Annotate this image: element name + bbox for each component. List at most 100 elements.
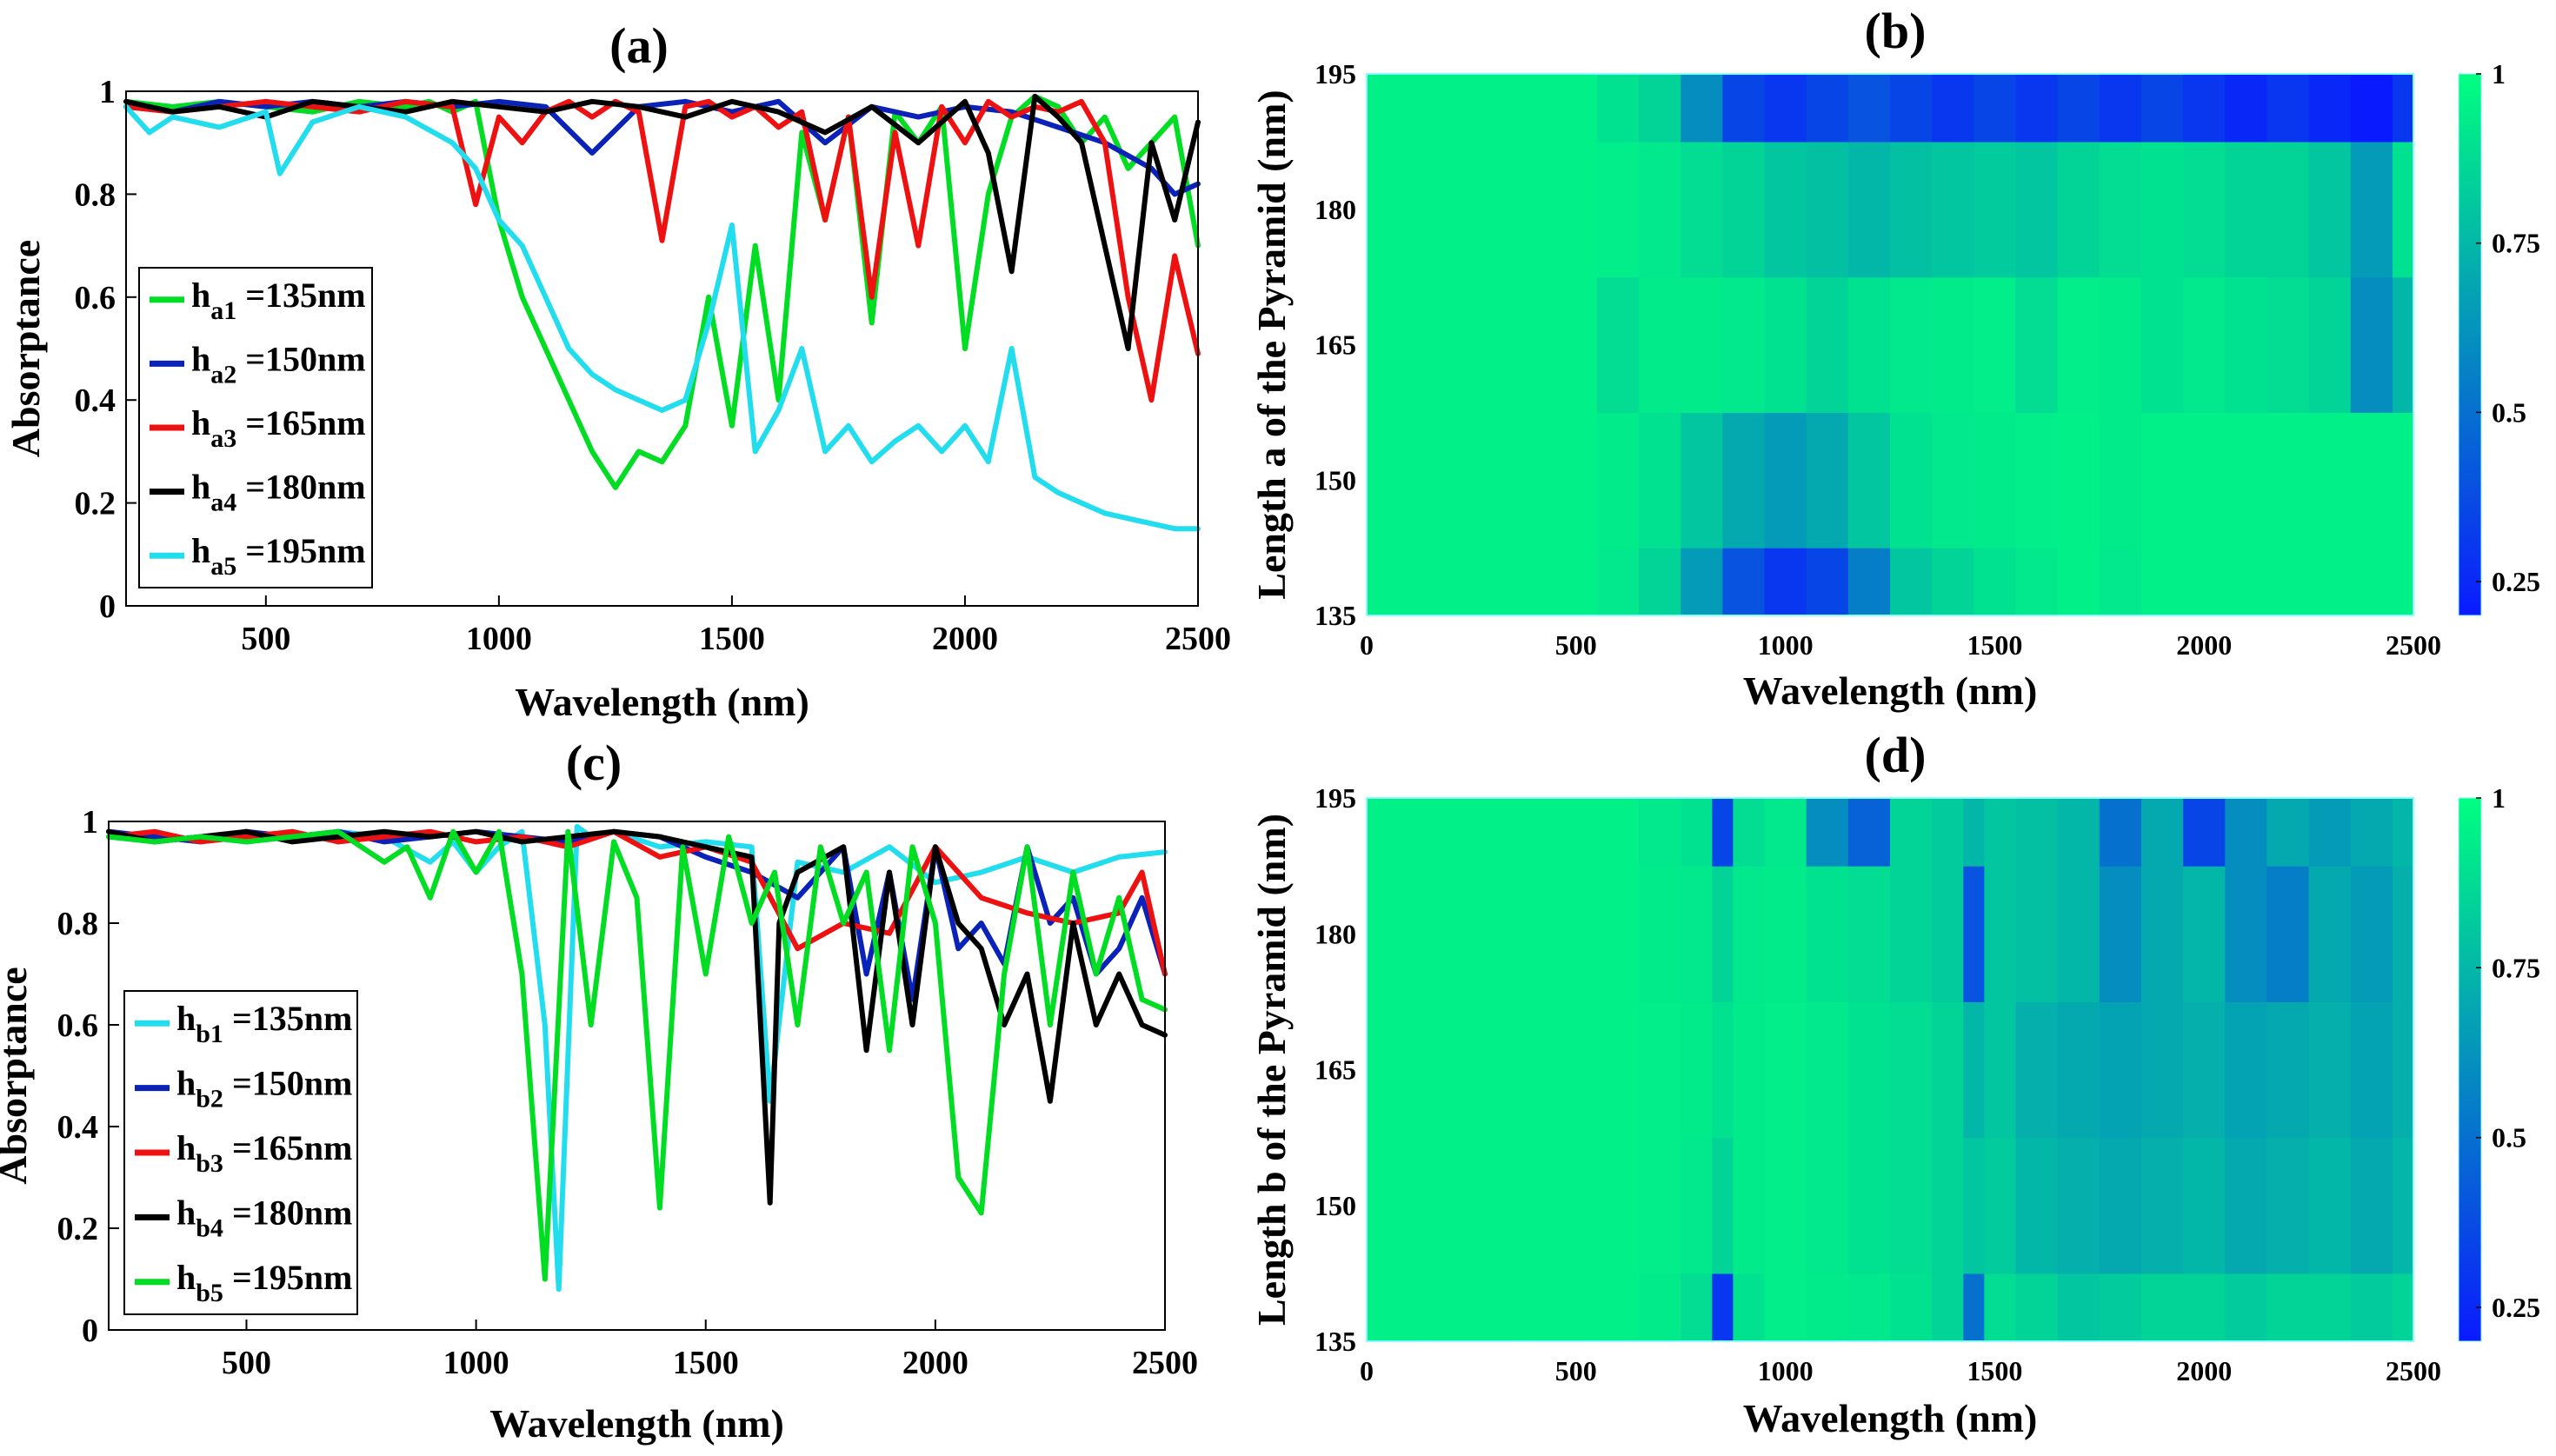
panel-3-heatmap-cell — [2140, 1273, 2184, 1342]
panel-1-heatmap-cell — [1523, 74, 1598, 143]
panel-0-panel-label: (a) — [609, 17, 669, 74]
panel-3-panel-label: (d) — [1865, 727, 1927, 783]
panel-1-heatmap-cell — [1764, 412, 1807, 548]
panel-3-heatmap-cell — [1890, 1001, 1933, 1139]
panel-1-y-tick-label: 180 — [1315, 194, 1356, 225]
panel-2-series-line-5 — [106, 828, 1168, 1282]
panel-3-heatmap-cell — [2308, 798, 2352, 867]
panel-3-heatmap-cell — [2266, 1137, 2310, 1274]
panel-2-y-tick-label: 0.6 — [57, 1007, 99, 1044]
panel-3-heatmap-cell — [1596, 1137, 1640, 1274]
panel-3-heatmap-cell — [2225, 1273, 2268, 1342]
panel-1-heatmap-cell — [1367, 412, 1420, 548]
panel-1-heatmap-chart: 0 500 1000 1500 2000 2500 135 150 165 180 195 Wavel… — [1249, 3, 2540, 713]
panel-1-panel-label: (b) — [1865, 3, 1927, 59]
panel-3-heatmap-cell — [2225, 1137, 2268, 1274]
panel-3-heatmap-cell — [1712, 798, 1734, 867]
panel-3-colorbar-bar — [2458, 797, 2482, 1342]
panel-1-heatmap-cell — [2015, 276, 2059, 413]
panel-3-x-tick-label: 2000 — [2176, 1355, 2232, 1386]
panel-1-heatmap-cell — [1596, 141, 1640, 278]
panel-2-x-tick-label: 2500 — [1132, 1345, 1198, 1381]
panel-3-heatmap-cell — [1639, 1001, 1681, 1139]
panel-1-heatmap-cell — [2266, 276, 2310, 413]
panel-1-heatmap-cell — [1847, 74, 1891, 143]
panel-3-heatmap-cell — [2183, 866, 2226, 1002]
panel-1-heatmap-cell — [2266, 548, 2310, 616]
panel-3-heatmap-cell — [1523, 798, 1598, 867]
panel-3-y-tick-label: 135 — [1315, 1326, 1356, 1357]
panel-3-plot-frame — [1366, 797, 2414, 1342]
panel-3-heatmap-cell — [1984, 1001, 2017, 1139]
panel-3-colorbar-tick-label: 0.25 — [2492, 1292, 2540, 1323]
panel-1-heatmap-cell — [2183, 548, 2226, 616]
panel-3-heatmap-cell — [1963, 1001, 1985, 1139]
panel-1-heatmap-cell — [1932, 548, 1974, 616]
panel-3-heatmap-cell — [1712, 1137, 1734, 1274]
panel-1-heatmap-cell — [1419, 74, 1525, 143]
panel-3-heatmap-cell — [2266, 866, 2310, 1002]
panel-1-heatmap-cell — [2057, 412, 2100, 548]
panel-1-colorbar-tick-label: 0.75 — [2492, 228, 2540, 259]
panel-1-plot-frame — [1366, 73, 2414, 616]
panel-0-legend-entry-4: ha4 =180nm — [191, 468, 366, 517]
panel-3-heatmap-cell — [2308, 1273, 2352, 1342]
panel-2-x-tick-label: 1500 — [673, 1345, 739, 1381]
panel-3-heatmap-cell — [1419, 1137, 1525, 1274]
panel-2-legend-entry-3: hb3 =165nm — [176, 1128, 352, 1178]
panel-3-heatmap-cell — [2308, 1137, 2352, 1274]
panel-1-x-tick-label: 0 — [1360, 629, 1374, 661]
panel-1-x-tick-label: 1000 — [1758, 629, 1814, 661]
panel-3-heatmap-cell — [1963, 798, 1985, 867]
panel-2-panel-label: (c) — [566, 735, 622, 791]
panel-1-heatmap-cell — [1523, 412, 1598, 548]
panel-3-heatmap-cell — [1712, 866, 1734, 1002]
panel-1-y-tick-label: 135 — [1315, 600, 1356, 631]
panel-1-heatmap-cell — [1681, 276, 1723, 413]
panel-1-heatmap-cell — [1974, 548, 2017, 616]
panel-3-heatmap-cell — [2015, 1001, 2059, 1139]
panel-3-heatmap-cell — [2099, 1001, 2142, 1139]
panel-1-heatmap-cell — [1419, 548, 1525, 616]
panel-2-x-tick-label: 1000 — [443, 1345, 509, 1381]
panel-1-heatmap-cell — [1523, 276, 1598, 413]
panel-0-plot-frame — [125, 90, 1199, 607]
panel-3-y-tick-label: 165 — [1315, 1054, 1356, 1086]
panel-3-heatmap-cell — [1596, 1273, 1640, 1342]
panel-3-heatmap-cell — [2057, 798, 2100, 867]
panel-1-heatmap-cell — [2183, 74, 2226, 143]
panel-1-heatmap-cell — [1722, 548, 1766, 616]
panel-1-heatmap-cell — [1639, 412, 1681, 548]
panel-3-heatmap-cell — [2308, 866, 2352, 1002]
panel-0-y-tick-label: 0.8 — [75, 176, 116, 213]
panel-3-heatmap-cell — [1681, 866, 1713, 1002]
panel-1-colorbar-tick-label: 1 — [2492, 58, 2506, 90]
panel-3-colorbar-tick-label: 0.5 — [2492, 1122, 2526, 1153]
panel-3-heatmap-cell — [2392, 798, 2414, 867]
panel-3-colorbar-tick-label: 1 — [2492, 782, 2506, 814]
panel-3-heatmap-cell — [1523, 1273, 1598, 1342]
panel-1-heatmap-cell — [2392, 74, 2414, 143]
panel-1-heatmap-cell — [2140, 74, 2184, 143]
panel-1-heatmap-cell — [1419, 412, 1525, 548]
panel-1-heatmap-cell — [1596, 548, 1640, 616]
panel-3-heatmap-cell — [2099, 1273, 2142, 1342]
panel-3-heatmap-cell — [2350, 1273, 2393, 1342]
panel-3-x-tick-label: 1500 — [1967, 1355, 2022, 1386]
panel-3-heatmap-cell — [1806, 1137, 1849, 1274]
panel-3-heatmap-cell — [2392, 866, 2414, 1002]
panel-0-x-tick-label: 500 — [241, 621, 290, 657]
panel-1-heatmap-cell — [1367, 548, 1420, 616]
panel-3-heatmap-cell — [2392, 1273, 2414, 1342]
panel-1-heatmap-cell — [1932, 141, 1974, 278]
panel-1-heatmap-cell — [2015, 141, 2059, 278]
panel-0-legend-entry-3: ha3 =165nm — [191, 403, 366, 453]
panel-0-y-tick-label: 1 — [99, 74, 116, 110]
panel-1-heatmap-cell — [1722, 276, 1766, 413]
panel-1-y-tick-label: 195 — [1315, 58, 1356, 90]
panel-3-y-tick-label: 150 — [1315, 1190, 1356, 1221]
panel-3-y-tick-label: 180 — [1315, 918, 1356, 949]
panel-3-x-tick-label: 2500 — [2386, 1355, 2441, 1386]
panel-3-heatmap-cell — [2308, 1001, 2352, 1139]
panel-1-heatmap-cell — [1890, 412, 1933, 548]
